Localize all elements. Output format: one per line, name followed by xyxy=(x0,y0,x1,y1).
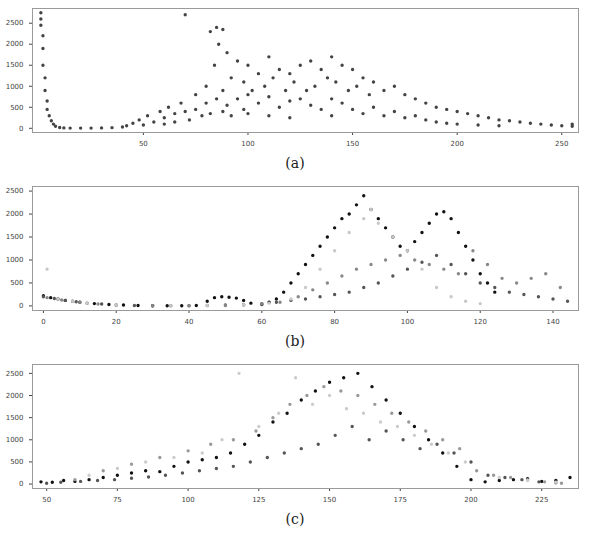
svg-text:140: 140 xyxy=(546,318,559,326)
svg-text:250: 250 xyxy=(555,140,568,148)
svg-text:120: 120 xyxy=(474,318,487,326)
svg-text:1000: 1000 xyxy=(6,436,24,444)
svg-text:1500: 1500 xyxy=(6,61,24,69)
svg-text:2500: 2500 xyxy=(6,187,24,195)
html-text:(c): (c) xyxy=(285,511,305,527)
svg-text:1500: 1500 xyxy=(6,233,24,241)
svg-text:0: 0 xyxy=(41,318,45,326)
html-text:(a): (a) xyxy=(285,155,305,171)
svg-text:0: 0 xyxy=(19,302,23,310)
svg-text:40: 40 xyxy=(185,318,194,326)
svg-text:0: 0 xyxy=(19,125,23,133)
svg-text:150: 150 xyxy=(323,496,336,504)
svg-text:0: 0 xyxy=(19,480,23,488)
svg-text:2000: 2000 xyxy=(6,40,24,48)
svg-text:2500: 2500 xyxy=(6,370,24,378)
svg-text:2000: 2000 xyxy=(6,210,24,218)
svg-text:2000: 2000 xyxy=(6,392,24,400)
svg-text:100: 100 xyxy=(241,140,254,148)
svg-text:500: 500 xyxy=(10,104,23,112)
svg-text:80: 80 xyxy=(330,318,339,326)
svg-text:75: 75 xyxy=(113,496,122,504)
html-text:(b): (b) xyxy=(285,333,305,349)
svg-text:500: 500 xyxy=(10,279,23,287)
svg-text:50: 50 xyxy=(42,496,51,504)
svg-text:100: 100 xyxy=(181,496,194,504)
svg-text:1000: 1000 xyxy=(6,256,24,264)
svg-text:2500: 2500 xyxy=(6,19,24,27)
svg-text:60: 60 xyxy=(257,318,266,326)
svg-text:175: 175 xyxy=(394,496,407,504)
svg-text:50: 50 xyxy=(139,140,148,148)
svg-text:200: 200 xyxy=(464,496,477,504)
svg-text:225: 225 xyxy=(535,496,548,504)
svg-text:20: 20 xyxy=(112,318,121,326)
svg-text:1500: 1500 xyxy=(6,414,24,422)
svg-text:200: 200 xyxy=(450,140,463,148)
svg-text:500: 500 xyxy=(10,458,23,466)
svg-text:1000: 1000 xyxy=(6,83,24,91)
svg-text:125: 125 xyxy=(252,496,265,504)
svg-text:100: 100 xyxy=(401,318,414,326)
svg-text:150: 150 xyxy=(346,140,359,148)
